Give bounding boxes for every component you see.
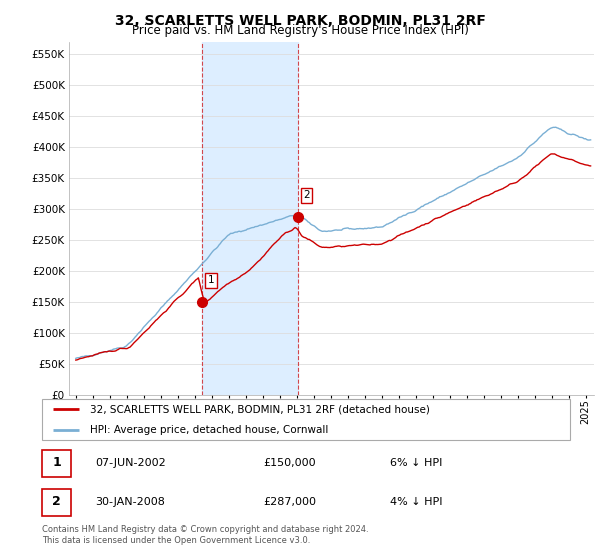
Text: 2: 2 xyxy=(303,190,310,200)
Text: HPI: Average price, detached house, Cornwall: HPI: Average price, detached house, Corn… xyxy=(89,425,328,435)
FancyBboxPatch shape xyxy=(42,489,71,516)
Text: 07-JUN-2002: 07-JUN-2002 xyxy=(95,458,166,468)
Text: Contains HM Land Registry data © Crown copyright and database right 2024.
This d: Contains HM Land Registry data © Crown c… xyxy=(42,525,368,545)
Text: £287,000: £287,000 xyxy=(264,497,317,507)
Text: 30-JAN-2008: 30-JAN-2008 xyxy=(95,497,164,507)
Text: 6% ↓ HPI: 6% ↓ HPI xyxy=(391,458,443,468)
Text: 4% ↓ HPI: 4% ↓ HPI xyxy=(391,497,443,507)
FancyBboxPatch shape xyxy=(42,399,570,440)
Text: 2: 2 xyxy=(52,496,61,508)
Text: Price paid vs. HM Land Registry's House Price Index (HPI): Price paid vs. HM Land Registry's House … xyxy=(131,24,469,37)
FancyBboxPatch shape xyxy=(42,450,71,477)
Text: £150,000: £150,000 xyxy=(264,458,316,468)
Text: 1: 1 xyxy=(208,276,214,285)
Bar xyxy=(202,42,298,395)
Text: 32, SCARLETTS WELL PARK, BODMIN, PL31 2RF (detached house): 32, SCARLETTS WELL PARK, BODMIN, PL31 2R… xyxy=(89,405,430,415)
Text: 1: 1 xyxy=(52,456,61,469)
Text: 32, SCARLETTS WELL PARK, BODMIN, PL31 2RF: 32, SCARLETTS WELL PARK, BODMIN, PL31 2R… xyxy=(115,14,485,28)
